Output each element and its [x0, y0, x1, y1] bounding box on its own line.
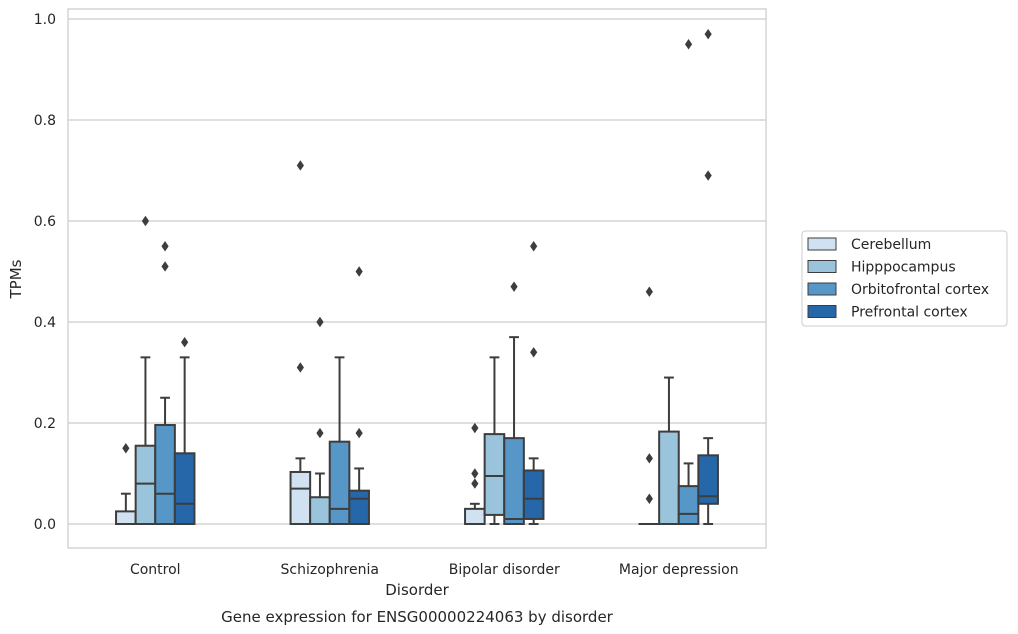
- box-iqr: [658, 430, 680, 525]
- legend-swatch: [807, 305, 837, 318]
- box-iqr: [677, 485, 700, 525]
- y-tick-label: 0.6: [34, 214, 56, 230]
- box-hipppocampus: [483, 356, 506, 525]
- legend-swatch: [807, 282, 837, 296]
- legend-label: Prefrontal cortex: [851, 305, 968, 321]
- outlier-point: [316, 427, 324, 439]
- box-cerebellum: [638, 286, 661, 526]
- legend-swatch: [807, 237, 837, 251]
- x-tick-label: Schizophrenia: [281, 562, 379, 578]
- legend-swatch: [807, 260, 837, 273]
- y-axis-label: TPMs: [7, 259, 25, 299]
- y-tick-label: 1.0: [34, 12, 56, 28]
- legend-label: Orbitofrontal cortex: [851, 282, 989, 298]
- x-axis-label: Disorder: [385, 581, 449, 599]
- x-tick-label: Major depression: [619, 562, 739, 578]
- outlier-point: [316, 316, 324, 328]
- box-orbitofrontal-cortex: [677, 39, 700, 525]
- y-tick-label: 0.0: [34, 517, 56, 533]
- box-orbitofrontal-cortex: [154, 241, 176, 525]
- y-axis-ticks: 0.0 0.2 0.4 0.6 0.8 1.0: [34, 12, 56, 533]
- box-orbitofrontal-cortex: [503, 281, 525, 525]
- box-iqr: [464, 507, 486, 526]
- legend-label: Hipppocampus: [851, 260, 956, 276]
- outlier-point: [530, 347, 538, 358]
- legend: Cerebellum Hipppocampus Orbitofrontal cort…: [801, 230, 1008, 327]
- box-hipppocampus: [658, 376, 680, 525]
- box-hipppocampus: [134, 215, 157, 526]
- box-prefrontal-cortex: [697, 28, 719, 525]
- outlier-point: [704, 170, 712, 181]
- outlier-point: [645, 286, 653, 297]
- x-tick-label: Control: [130, 562, 181, 578]
- outlier-point: [355, 427, 363, 439]
- outlier-point: [296, 362, 304, 373]
- outlier-point: [510, 281, 518, 292]
- box-iqr: [154, 424, 176, 525]
- x-tick-label: Bipolar disorder: [449, 562, 560, 578]
- outlier-point: [122, 443, 130, 454]
- outlier-point: [161, 241, 169, 252]
- x-axis-ticks: Control Schizophrenia Bipolar disorder Majo…: [130, 562, 739, 578]
- outlier-point: [471, 422, 479, 434]
- y-tick-label: 0.2: [34, 416, 56, 432]
- outlier-point: [684, 39, 693, 50]
- plot-area-frame: [67, 8, 767, 549]
- outlier-point: [141, 215, 150, 227]
- figure-caption: Gene expression for ENSG00000224063 by d…: [221, 608, 614, 626]
- outlier-point: [471, 478, 479, 489]
- box-orbitofrontal-cortex: [328, 356, 351, 525]
- y-tick-label: 0.8: [34, 113, 56, 129]
- outlier-point: [645, 493, 653, 504]
- legend-label: Cerebellum: [851, 237, 931, 253]
- box-iqr: [503, 437, 525, 525]
- box-cerebellum: [289, 160, 312, 525]
- box-hipppocampus: [309, 316, 331, 525]
- box-iqr: [697, 454, 719, 505]
- box-prefrontal-cortex: [173, 337, 196, 525]
- outlier-point: [181, 337, 189, 348]
- outlier-point: [645, 453, 653, 464]
- box-cerebellum: [464, 422, 486, 526]
- outlier-point: [296, 160, 304, 171]
- box-iqr: [173, 452, 196, 525]
- box-iqr: [348, 489, 370, 526]
- outlier-point: [471, 468, 479, 479]
- box-series: [115, 28, 719, 526]
- box-iqr: [289, 470, 312, 525]
- box-iqr: [483, 433, 506, 516]
- box-iqr: [522, 469, 545, 520]
- box-prefrontal-cortex: [522, 241, 545, 525]
- box-prefrontal-cortex: [348, 266, 370, 526]
- box-iqr: [134, 444, 157, 526]
- outlier-point: [704, 28, 712, 40]
- outlier-point: [161, 261, 169, 272]
- y-tick-label: 0.4: [34, 315, 56, 331]
- outlier-point: [530, 241, 538, 252]
- legend-frame: [801, 230, 1008, 327]
- outlier-point: [355, 266, 363, 277]
- box-iqr: [309, 496, 331, 525]
- box-iqr: [328, 440, 351, 525]
- box-cerebellum: [115, 443, 137, 525]
- box-iqr: [115, 510, 137, 525]
